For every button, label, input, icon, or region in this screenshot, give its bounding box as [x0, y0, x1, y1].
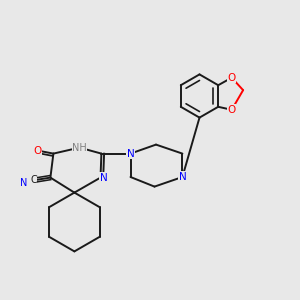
Text: O: O: [228, 105, 236, 115]
Text: O: O: [34, 146, 42, 156]
Text: N: N: [127, 148, 134, 159]
Text: NH: NH: [72, 142, 87, 153]
Text: C: C: [30, 175, 37, 185]
Text: N: N: [100, 172, 107, 183]
Text: N: N: [20, 178, 27, 188]
Text: N: N: [178, 172, 186, 182]
Text: O: O: [228, 73, 236, 83]
